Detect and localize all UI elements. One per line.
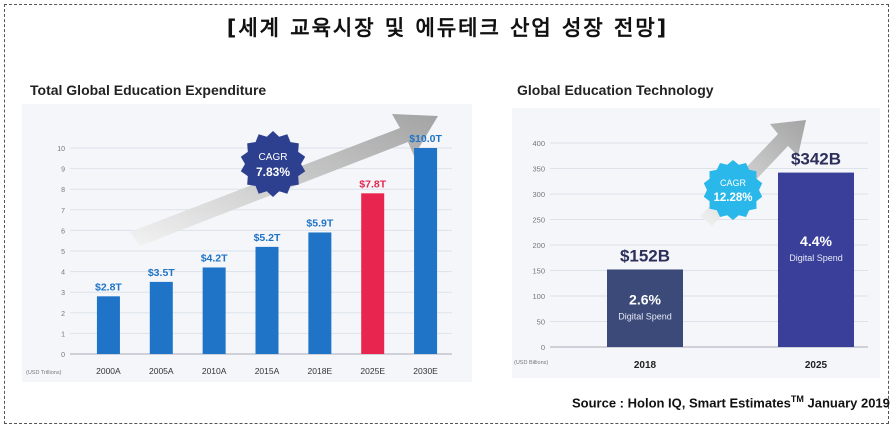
edtech-x-tick-label: 2025: [805, 360, 828, 371]
expenditure-bar: [414, 148, 438, 354]
cagr-badge-label: CAGR: [259, 152, 288, 163]
edtech-bar: [778, 172, 854, 347]
expenditure-bar-value-label: $3.5T: [148, 267, 175, 279]
expenditure-y-tick-label: 4: [61, 270, 65, 277]
edtech-y-tick-label: 200: [532, 241, 545, 250]
source-date: January 2019: [803, 395, 890, 411]
expenditure-unit-label: (USD Trillions): [26, 370, 62, 376]
expenditure-bar-value-label: $2.8T: [95, 281, 122, 293]
expenditure-y-tick-label: 6: [61, 228, 65, 235]
edtech-unit-label: (USD Billions): [514, 360, 548, 366]
edtech-y-tick-label: 300: [532, 190, 545, 199]
expenditure-y-tick-label: 8: [61, 187, 65, 194]
expenditure-chart-background: [22, 104, 472, 382]
expenditure-bar-value-label: $5.2T: [254, 232, 281, 244]
expenditure-bar: [149, 281, 173, 354]
edtech-cagr-badge: [703, 160, 763, 220]
edtech-y-tick-label: 400: [532, 139, 545, 148]
cagr-badge-value: 7.83%: [256, 165, 290, 179]
source-text: Source : Holon IQ, Smart Estimates: [572, 395, 791, 411]
source-note: Source : Holon IQ, Smart EstimatesTM Jan…: [572, 394, 890, 410]
expenditure-bar: [255, 246, 279, 354]
expenditure-x-tick-label: 2000A: [96, 366, 121, 376]
edtech-x-tick-label: 2018: [634, 360, 657, 371]
edtech-cagr-badge-label: CAGR: [720, 178, 747, 188]
expenditure-bar-value-label: $4.2T: [201, 252, 228, 264]
edtech-y-tick-label: 150: [532, 267, 545, 276]
expenditure-bar-value-label: $7.8T: [359, 178, 386, 190]
expenditure-x-tick-label: 2025E: [360, 366, 385, 376]
expenditure-y-tick-label: 10: [57, 146, 65, 153]
edtech-digital-spend-value: 4.4%: [800, 233, 832, 249]
expenditure-x-tick-label: 2005A: [149, 366, 174, 376]
expenditure-x-tick-label: 2030E: [413, 366, 438, 376]
page-frame: [4, 4, 889, 424]
expenditure-x-tick-label: 2018E: [308, 366, 333, 376]
expenditure-y-tick-label: 2: [61, 311, 65, 318]
edtech-y-tick-label: 350: [532, 165, 545, 174]
expenditure-x-tick-label: 2015A: [255, 366, 280, 376]
expenditure-y-tick-label: 5: [61, 249, 65, 256]
expenditure-y-tick-label: 3: [61, 290, 65, 297]
edtech-bar-value-label: $342B: [791, 150, 841, 169]
expenditure-bar: [202, 267, 226, 354]
edtech-y-tick-label: 100: [532, 292, 545, 301]
expenditure-bar: [308, 232, 332, 354]
edtech-digital-spend-value: 2.6%: [629, 291, 661, 307]
expenditure-y-tick-label: 0: [61, 352, 65, 359]
expenditure-bar-value-label: $5.9T: [306, 217, 333, 229]
expenditure-bar-value-label: $10.0T: [409, 133, 442, 145]
expenditure-y-tick-label: 1: [61, 331, 65, 338]
expenditure-y-tick-label: 7: [61, 208, 65, 215]
expenditure-bar: [361, 193, 385, 354]
edtech-y-tick-label: 0: [541, 343, 545, 352]
edtech-digital-spend-label: Digital Spend: [789, 253, 843, 263]
source-trademark: TM: [790, 394, 804, 404]
edtech-y-tick-label: 250: [532, 216, 545, 225]
edtech-y-tick-label: 50: [537, 318, 545, 327]
expenditure-x-tick-label: 2010A: [202, 366, 227, 376]
edtech-bar: [607, 269, 683, 347]
edtech-chart-title: Global Education Technology: [517, 82, 714, 98]
edtech-bar-value-label: $152B: [620, 246, 670, 265]
expenditure-y-tick-label: 9: [61, 167, 65, 174]
expenditure-bar: [96, 296, 120, 354]
edtech-digital-spend-label: Digital Spend: [618, 311, 672, 321]
cagr-badge: [240, 131, 306, 197]
page-title: [세계 교육시장 및 에듀테크 산업 성장 전망]: [226, 16, 669, 40]
education-expenditure-chart-title: Total Global Education Expenditure: [30, 82, 267, 98]
edtech-cagr-badge-value: 12.28%: [713, 192, 752, 204]
